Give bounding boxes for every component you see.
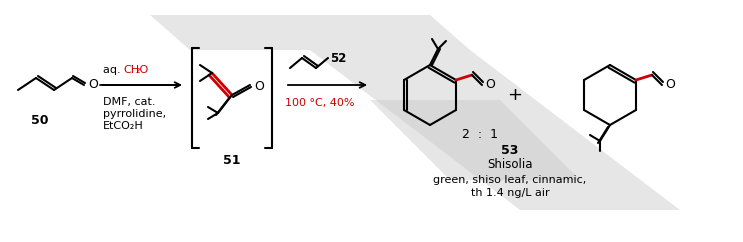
Text: EtCO₂H: EtCO₂H (103, 121, 143, 131)
Text: aq.: aq. (103, 65, 124, 75)
Text: +: + (507, 86, 522, 104)
Text: O: O (254, 80, 264, 92)
Text: DMF, cat.: DMF, cat. (103, 97, 155, 107)
Text: ₂O: ₂O (136, 65, 149, 75)
Polygon shape (310, 50, 680, 210)
Text: 2  :  1: 2 : 1 (462, 129, 498, 142)
Text: 100 °C, 40%: 100 °C, 40% (285, 98, 354, 108)
Text: Shisolia: Shisolia (487, 159, 533, 172)
Polygon shape (370, 100, 580, 180)
Text: 52: 52 (330, 53, 346, 66)
Polygon shape (150, 15, 470, 50)
Text: pyrrolidine,: pyrrolidine, (103, 109, 166, 119)
Text: O: O (665, 77, 675, 91)
Text: O: O (88, 78, 98, 91)
Text: CH: CH (123, 65, 139, 75)
Text: O: O (485, 77, 495, 91)
Text: green, shiso leaf, cinnamic,: green, shiso leaf, cinnamic, (433, 175, 587, 185)
Text: 50: 50 (31, 113, 49, 127)
Text: th 1.4 ng/L air: th 1.4 ng/L air (470, 188, 549, 198)
Text: 51: 51 (223, 153, 241, 166)
Text: 53: 53 (502, 144, 519, 157)
